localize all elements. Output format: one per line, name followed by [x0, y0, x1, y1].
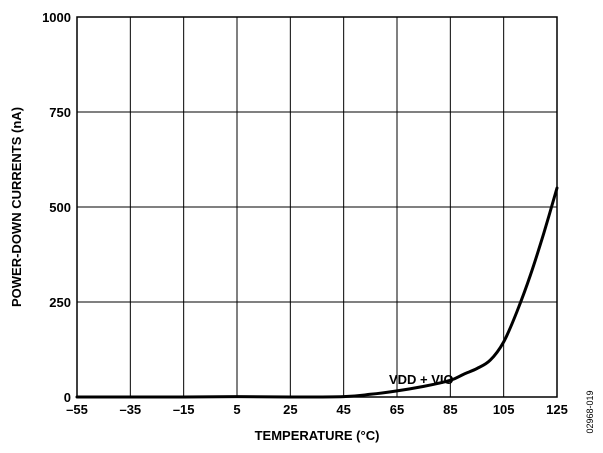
y-axis-title: POWER-DOWN CURRENTS (nA) — [9, 107, 24, 307]
x-axis-ticks: –55 –35 –15 5 25 45 65 85 105 125 — [66, 402, 568, 417]
y-tick-label: 750 — [49, 105, 71, 120]
x-tick-label: 105 — [493, 402, 515, 417]
x-tick-label: 45 — [336, 402, 350, 417]
y-tick-label: 250 — [49, 295, 71, 310]
x-tick-label: –55 — [66, 402, 88, 417]
series-line-vdd-vio — [75, 186, 559, 399]
figure-id: 02968-019 — [585, 390, 595, 433]
x-tick-label: –15 — [173, 402, 195, 417]
y-tick-label: 1000 — [42, 10, 71, 25]
x-tick-label: 5 — [233, 402, 240, 417]
x-axis-title: TEMPERATURE (°C) — [255, 428, 380, 443]
x-tick-label: 65 — [390, 402, 404, 417]
x-tick-label: 25 — [283, 402, 297, 417]
x-tick-label: 85 — [443, 402, 457, 417]
series-layer — [75, 186, 559, 399]
y-axis-ticks: 0 250 500 750 1000 — [42, 10, 71, 405]
y-tick-label: 500 — [49, 200, 71, 215]
x-tick-label: 125 — [546, 402, 568, 417]
annotations: VDD + VIO — [389, 372, 454, 387]
x-tick-label: –35 — [119, 402, 141, 417]
grid-lines — [77, 17, 557, 397]
y-tick-label: 0 — [64, 390, 71, 405]
series-label-vdd-vio: VDD + VIO — [389, 372, 454, 387]
